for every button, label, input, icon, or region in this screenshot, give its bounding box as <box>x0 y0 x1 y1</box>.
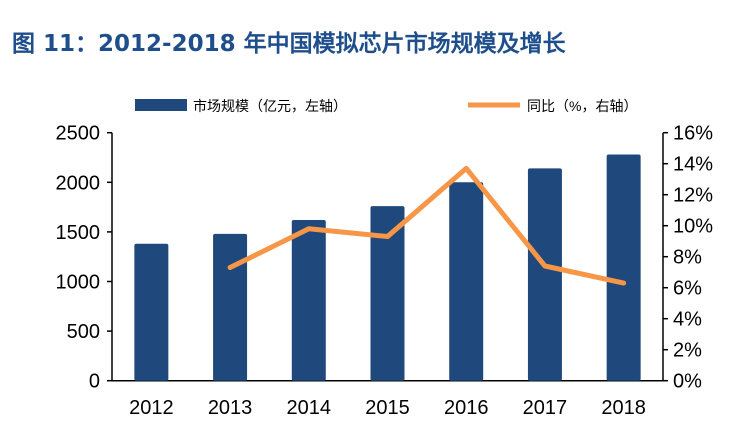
right-tick-label: 6% <box>673 278 702 300</box>
legend-swatch-bar <box>135 99 187 111</box>
right-tick-label: 10% <box>673 216 713 238</box>
bar-2015 <box>370 206 405 381</box>
x-tick-label: 2013 <box>208 397 253 419</box>
right-tick-label: 2% <box>673 340 702 362</box>
left-tick-label: 500 <box>67 321 100 343</box>
bar-2012 <box>134 243 169 381</box>
right-tick-label: 0% <box>673 371 702 393</box>
right-tick-label: 8% <box>673 247 702 269</box>
x-tick-label: 2015 <box>365 397 410 419</box>
right-tick-label: 12% <box>673 185 713 207</box>
growth-line <box>227 165 627 286</box>
bar-2016 <box>449 182 484 381</box>
left-tick-label: 0 <box>89 371 100 393</box>
x-tick-label: 2014 <box>287 397 332 419</box>
bar-2013 <box>213 233 248 381</box>
legend-label-bar: 市场规模（亿元，左轴） <box>193 98 347 114</box>
chart-title: 图 11：2012-2018 年中国模拟芯片市场规模及增长 <box>12 31 566 57</box>
x-tick-label: 2012 <box>129 397 174 419</box>
bar-2018 <box>606 154 641 381</box>
x-tick-label: 2016 <box>444 397 489 419</box>
legend-label-line: 同比（%，右轴） <box>527 98 637 114</box>
right-tick-label: 16% <box>673 123 713 145</box>
x-tick-label: 2018 <box>601 397 646 419</box>
left-tick-label: 1000 <box>56 272 101 294</box>
x-tick-label: 2017 <box>523 397 568 419</box>
left-tick-label: 2500 <box>56 123 101 145</box>
bar-2014 <box>291 219 326 381</box>
left-tick-label: 2000 <box>56 172 101 194</box>
left-tick-label: 1500 <box>56 222 101 244</box>
right-tick-label: 14% <box>673 154 713 176</box>
right-tick-label: 4% <box>673 309 702 331</box>
bar-2017 <box>527 168 562 381</box>
